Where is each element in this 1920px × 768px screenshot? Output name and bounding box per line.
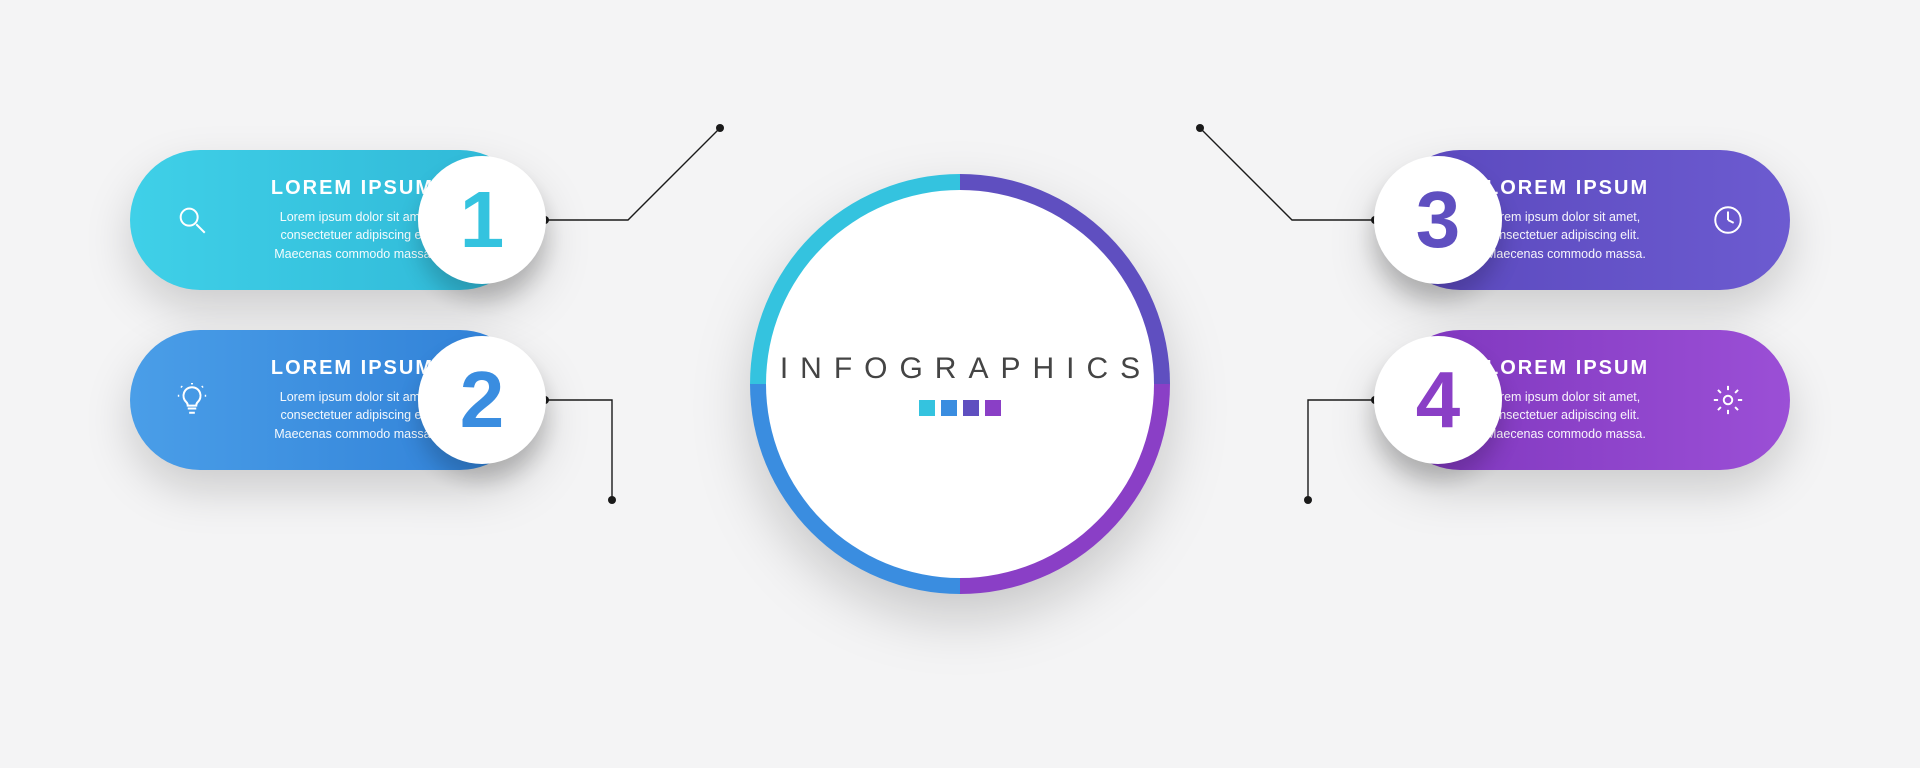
step-4-title: LOREM IPSUM: [1486, 357, 1686, 380]
step-1: LOREM IPSUM Lorem ipsum dolor sit amet, …: [130, 150, 530, 290]
swatch: [919, 400, 935, 416]
step-4: LOREM IPSUM Lorem ipsum dolor sit amet, …: [1390, 330, 1790, 470]
step-3: LOREM IPSUM Lorem ipsum dolor sit amet, …: [1390, 150, 1790, 290]
center-title: INFOGRAPHICS: [780, 352, 1152, 386]
step-2-title: LOREM IPSUM: [234, 357, 434, 380]
center-circle: INFOGRAPHICS: [750, 174, 1170, 594]
step-2-number: 2: [418, 336, 546, 464]
step-3-number: 3: [1374, 156, 1502, 284]
step-2-body: Lorem ipsum dolor sit amet, consectetuer…: [234, 388, 434, 442]
step-4-body: Lorem ipsum dolor sit amet, consectetuer…: [1486, 388, 1686, 442]
gear-icon: [1706, 378, 1750, 422]
step-1-body: Lorem ipsum dolor sit amet, consectetuer…: [234, 208, 434, 262]
infographic-stage: INFOGRAPHICS LOREM IPSUM Lorem ipsum dol…: [0, 0, 1920, 768]
center-swatches: [919, 400, 1001, 416]
step-1-number: 1: [418, 156, 546, 284]
step-2: LOREM IPSUM Lorem ipsum dolor sit amet, …: [130, 330, 530, 470]
step-3-body: Lorem ipsum dolor sit amet, consectetuer…: [1486, 208, 1686, 262]
bulb-icon: [170, 378, 214, 422]
step-4-number: 4: [1374, 336, 1502, 464]
step-3-title: LOREM IPSUM: [1486, 177, 1686, 200]
step-1-title: LOREM IPSUM: [234, 177, 434, 200]
swatch: [985, 400, 1001, 416]
clock-icon: [1706, 198, 1750, 242]
swatch: [963, 400, 979, 416]
search-icon: [170, 198, 214, 242]
swatch: [941, 400, 957, 416]
